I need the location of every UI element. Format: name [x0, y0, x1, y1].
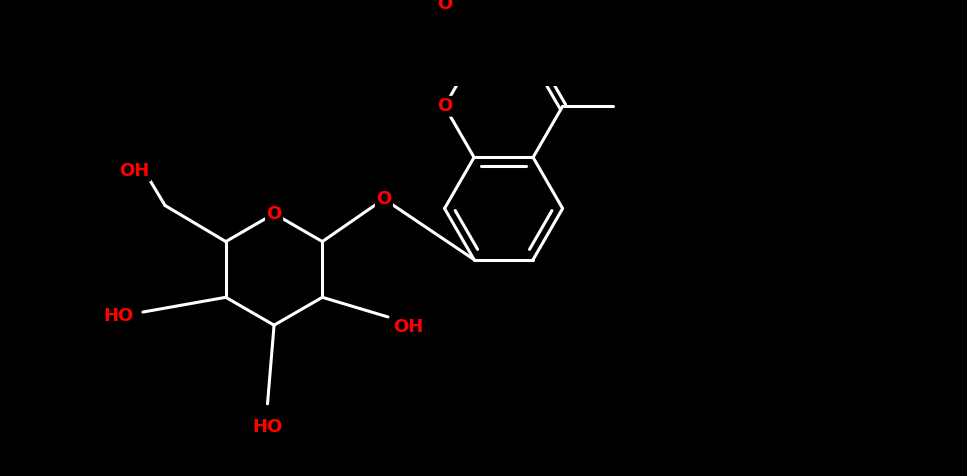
- Text: OH: OH: [394, 318, 424, 336]
- Text: HO: HO: [252, 418, 282, 436]
- Text: O: O: [437, 0, 453, 13]
- Text: O: O: [267, 205, 281, 223]
- Text: O: O: [376, 190, 392, 208]
- Text: O: O: [437, 97, 453, 115]
- Text: HO: HO: [103, 307, 133, 325]
- Text: OH: OH: [120, 162, 150, 180]
